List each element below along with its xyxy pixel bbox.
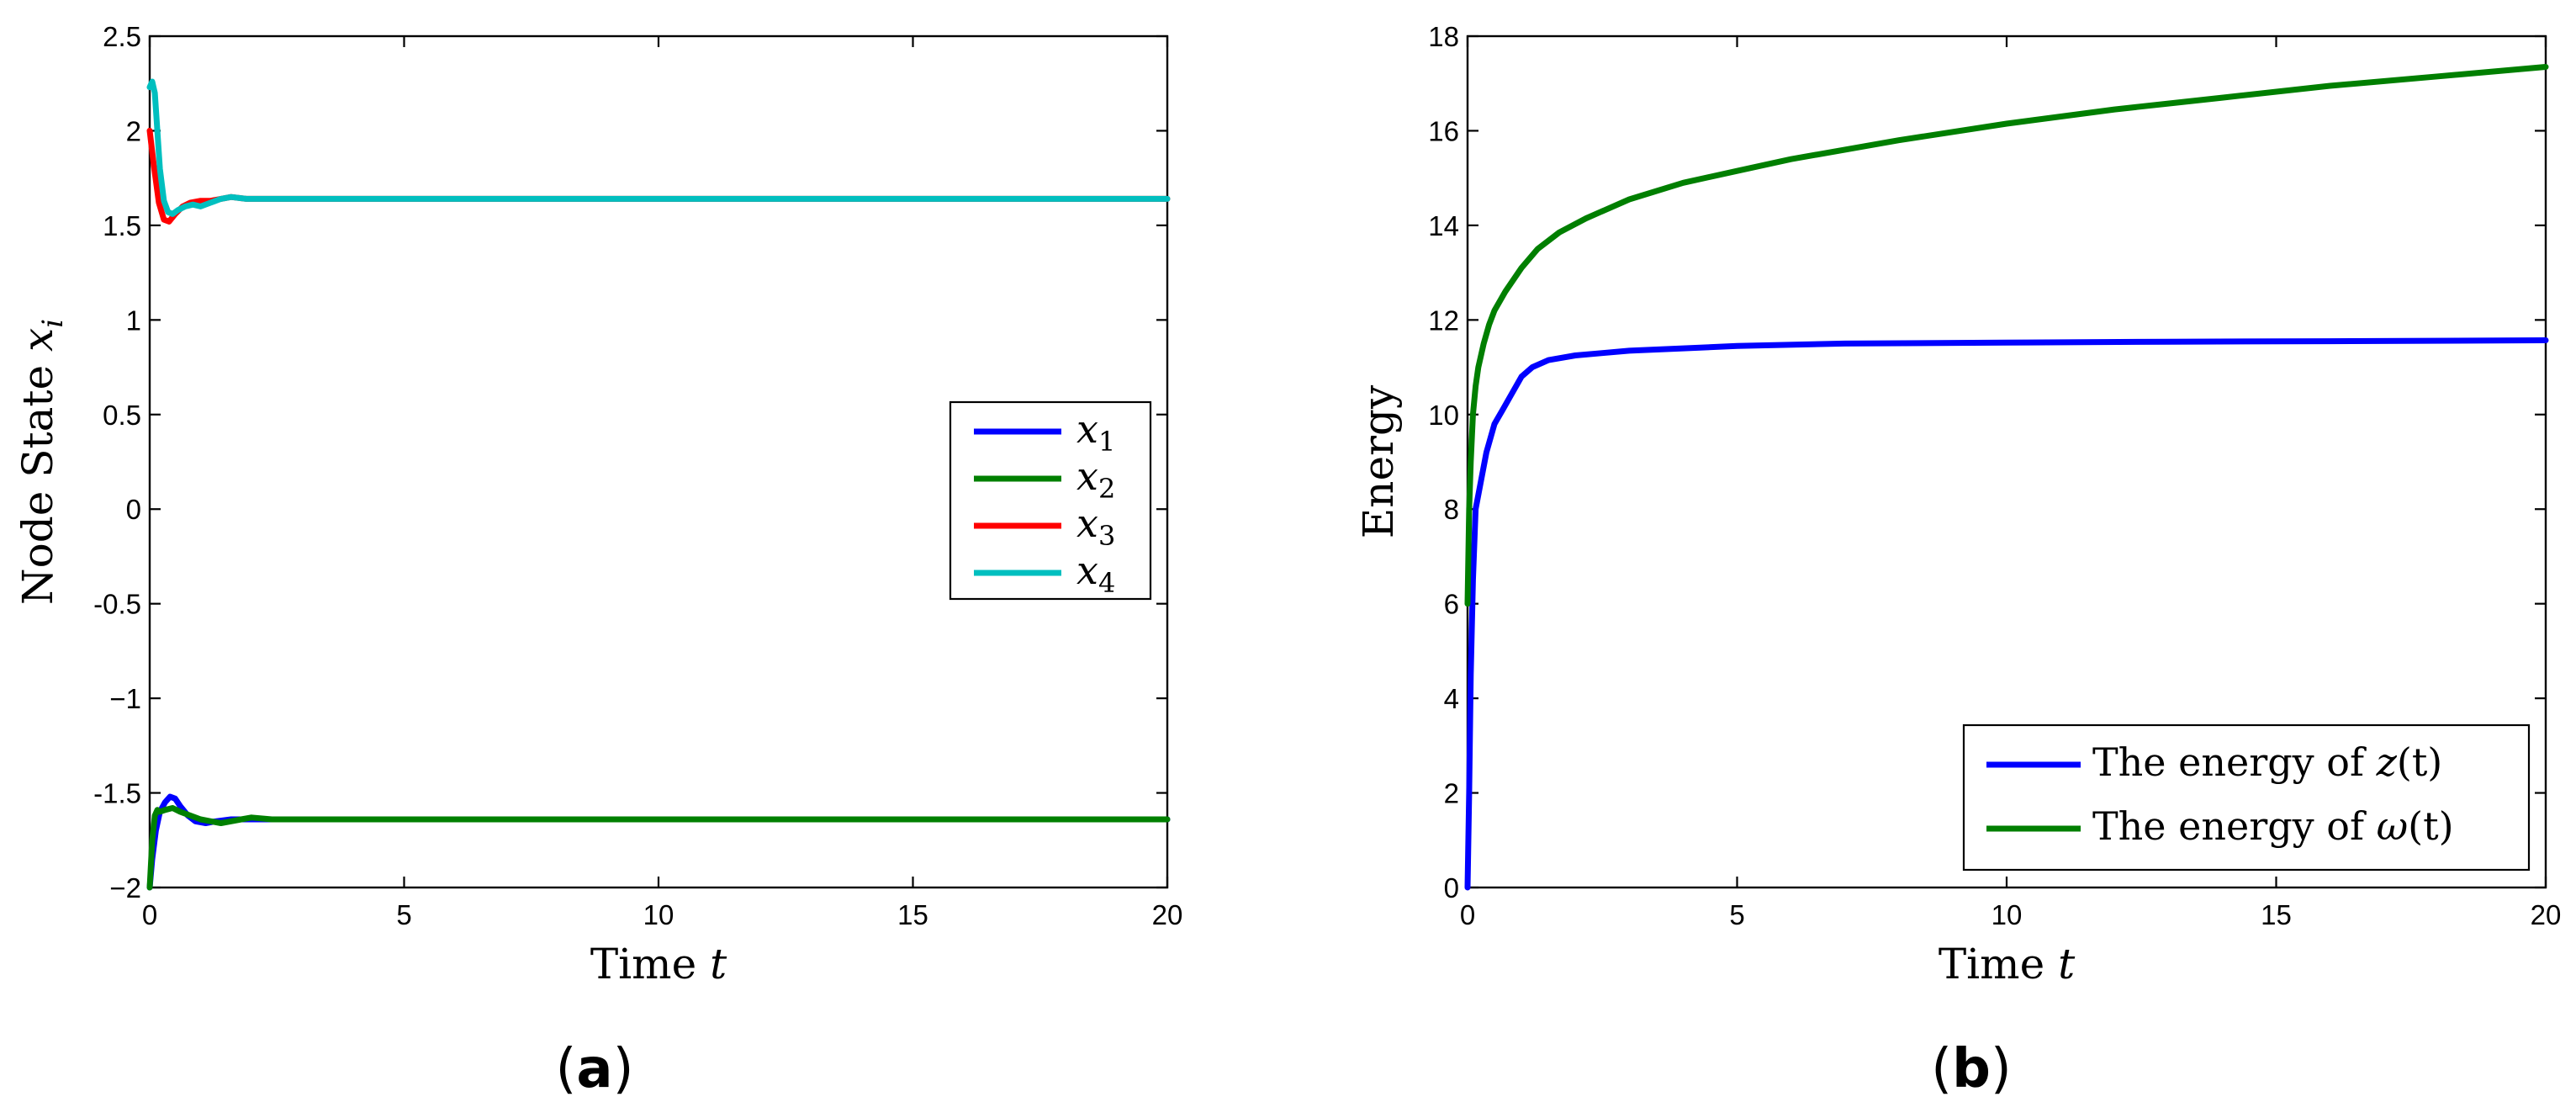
legend-label-x4: x4	[1076, 548, 1115, 599]
legend-label-omega-energy: The energy of ω(t)	[2092, 803, 2454, 849]
series-line-1	[146, 793, 1171, 891]
y-tick-label: 2	[126, 115, 141, 146]
y-tick-label: 14	[1428, 210, 1459, 241]
x-tick-label: 0	[1460, 899, 1475, 930]
y-tick-label: 8	[1444, 494, 1459, 525]
series-group	[1464, 64, 2549, 891]
legend-label-x3: x3	[1076, 501, 1115, 552]
legend-label-x1: x1	[1076, 406, 1115, 458]
chart-panel-b: 0 5 10 15 20 0 2 4 6 8 10 12 14 16 18 Energy Time t Th…	[1354, 21, 2561, 1100]
series-line-1	[1464, 337, 2549, 891]
y-tick-label: 6	[1444, 589, 1459, 620]
y-tick-label: 1.5	[103, 210, 141, 241]
legend-label-z-energy: The energy of z(t)	[2092, 739, 2442, 785]
y-tick-label: −1	[109, 683, 141, 714]
y-tick-label: 16	[1428, 115, 1459, 146]
y-tick-label: 4	[1444, 683, 1459, 714]
x-tick-label: 10	[643, 899, 674, 930]
y-tick-label: -1.5	[93, 778, 141, 809]
legend: x1 x2 x3 x4	[949, 400, 1152, 601]
y-axis-label: Energy	[1354, 384, 1403, 538]
x-tick-label: 5	[396, 899, 411, 930]
x-tick-label: 15	[2261, 899, 2292, 930]
y-tick-label: −2	[109, 872, 141, 903]
legend-label-x2: x2	[1076, 453, 1115, 505]
x-axis-label: Time t	[590, 940, 727, 988]
series-line-2	[146, 805, 1171, 891]
x-tick-label: 20	[2531, 899, 2562, 930]
y-tick-label: 12	[1428, 305, 1459, 336]
tick-labels: 0 5 10 15 20 −2 -1.5 −1 -0.5 0 0.5 1 1.5 2 2.5	[93, 21, 1182, 930]
y-tick-label: 0.5	[103, 400, 141, 431]
series-group	[146, 78, 1171, 891]
x-tick-label: 5	[1729, 899, 1744, 930]
axis-ticks	[148, 34, 1169, 889]
tick-labels: 0 5 10 15 20 0 2 4 6 8 10 12 14 16 18	[1428, 21, 2561, 930]
x-axis-label: Time t	[1939, 940, 2076, 988]
legend: The energy of z(t) The energy of ω(t)	[1962, 723, 2531, 872]
panel-label-b: (b)	[1931, 1038, 2012, 1100]
y-tick-label: 0	[126, 494, 141, 525]
y-tick-label: 18	[1428, 21, 1459, 52]
legend-box	[1962, 723, 2531, 872]
y-tick-label: 2.5	[103, 21, 141, 52]
series-line-2	[1464, 64, 2549, 607]
y-tick-label: 0	[1444, 872, 1459, 903]
y-tick-label: 2	[1444, 778, 1459, 809]
panel-label-a: (a)	[555, 1038, 633, 1100]
y-tick-label: 1	[126, 305, 141, 336]
y-tick-label: 10	[1428, 400, 1459, 431]
series-line-4	[146, 78, 1171, 217]
x-tick-label: 20	[1152, 899, 1183, 930]
x-tick-label: 15	[897, 899, 928, 930]
y-tick-label: -0.5	[93, 589, 141, 620]
chart-panel-a: 0 5 10 15 20 −2 -1.5 −1 -0.5 0 0.5 1 1.5 2 2.5 Node St…	[13, 21, 1182, 1100]
legend-box	[949, 400, 1152, 601]
x-tick-label: 10	[1992, 899, 2023, 930]
series-line-3	[146, 127, 1171, 225]
x-tick-label: 0	[142, 899, 157, 930]
legend-lines	[1986, 761, 2081, 832]
y-axis-label: Node State xi	[13, 319, 70, 605]
legend-lines	[974, 428, 1061, 576]
